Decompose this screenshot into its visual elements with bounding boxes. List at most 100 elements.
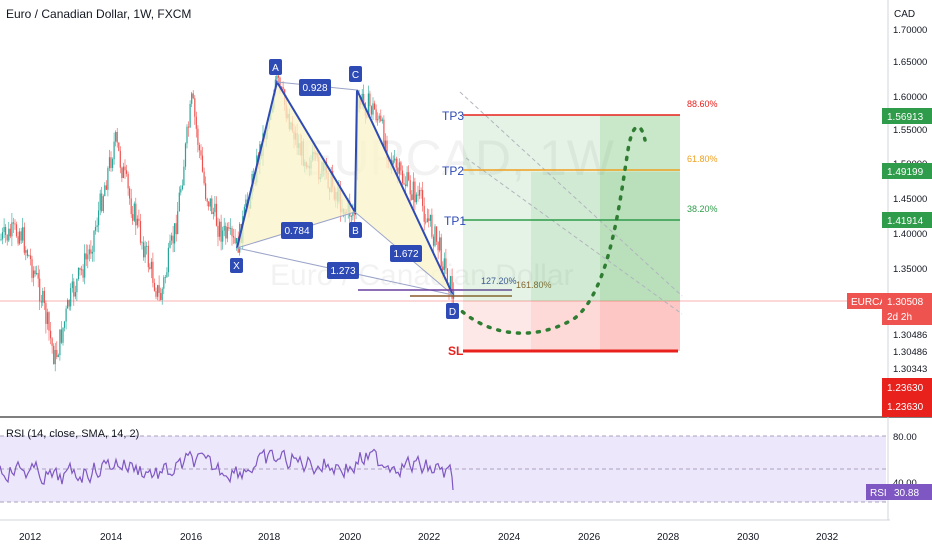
rsi-legend[interactable]: RSI (14, close, SMA, 14, 2) [6, 428, 140, 440]
candle-body [43, 290, 45, 304]
candle-body [8, 228, 10, 241]
candle-body [132, 214, 134, 221]
candle-body [12, 222, 14, 224]
candle-body [177, 211, 179, 235]
candle-body [372, 103, 374, 115]
time-axis[interactable]: 2012 2014 2016 2018 2020 2022 2024 2026 … [19, 532, 839, 543]
watermark-symbol: EURCAD, 1W [300, 130, 615, 186]
badge-tp2-text: 1.49199 [887, 167, 924, 178]
time-tick: 2028 [657, 532, 680, 543]
candle-body [46, 312, 49, 324]
candle-body [370, 106, 373, 115]
candle-body [53, 345, 55, 365]
candle-body [167, 247, 169, 273]
candle-body [367, 93, 369, 118]
rsi-value-badge[interactable]: RSI 30.88 [866, 484, 932, 500]
point-b-marker[interactable]: B [349, 222, 362, 238]
candle-body [118, 142, 120, 151]
ratio-xb-badge[interactable]: 0.784 [281, 222, 313, 239]
ratio-bd-badge[interactable]: 1.672 [390, 245, 422, 262]
fib-127-label: 127.20% [481, 276, 517, 286]
candle-body [403, 183, 405, 185]
ratio-xb-label: 0.784 [284, 226, 309, 237]
loss-zone-right [600, 301, 680, 351]
ratio-ab-badge[interactable]: 0.928 [299, 79, 331, 96]
point-x-marker[interactable]: X [230, 258, 243, 273]
projection-line-upper [459, 91, 683, 297]
candle-body [79, 267, 81, 270]
chart-title[interactable]: Euro / Canadian Dollar, 1W, FXCM [6, 7, 192, 21]
point-a-marker[interactable]: A [269, 59, 282, 75]
candle-body [169, 240, 171, 248]
candle-body [17, 236, 19, 244]
candle-body [54, 350, 56, 365]
candle-body [96, 225, 98, 227]
ratio-xd-label: 1.273 [330, 266, 355, 277]
candle-body [446, 268, 448, 285]
candle-body [139, 221, 142, 243]
candle-body [91, 252, 93, 254]
candle-body [6, 234, 8, 241]
candle-body [161, 288, 163, 300]
candle-body [236, 238, 238, 244]
candle-body [198, 145, 200, 151]
candle-body [415, 194, 417, 203]
candle-body [15, 224, 18, 237]
candle-body [39, 278, 41, 302]
candle-body [453, 291, 455, 299]
loss-zone[interactable] [463, 301, 680, 351]
candle-body [222, 230, 224, 242]
point-a-label: A [272, 63, 279, 74]
candle-body [143, 242, 145, 258]
candle-body [150, 261, 152, 269]
candle-body [445, 258, 447, 269]
rsi-line[interactable] [0, 448, 454, 491]
point-d-marker[interactable]: D [446, 303, 459, 319]
candle-body [34, 270, 36, 274]
candle-body [76, 279, 78, 293]
candle-body [166, 272, 168, 278]
point-c-marker[interactable]: C [349, 66, 362, 82]
price-tick: 1.30343 [893, 364, 927, 375]
candle-body [181, 185, 183, 190]
candle-body [77, 267, 80, 279]
tp3-label: TP3 [442, 109, 464, 123]
badge-tp2-price[interactable]: 1.49199 [882, 163, 932, 179]
candle-body [414, 181, 416, 203]
candle-body [160, 293, 162, 300]
badge-tp3-text: 1.56913 [887, 112, 924, 123]
tp3-pct: 88.60% [687, 99, 718, 109]
candle-body [29, 255, 32, 260]
candle-body [232, 236, 235, 238]
candle-body [152, 261, 154, 283]
badge-last-price[interactable]: EURCAD 1.30508 2d 2h [847, 293, 932, 325]
candle-body [178, 192, 180, 212]
candle-body [5, 227, 7, 235]
candle-body [70, 288, 72, 307]
candle-body [409, 180, 411, 195]
candle-body [99, 193, 101, 211]
tp2-pct: 61.80% [687, 154, 718, 164]
badge-tp3-price[interactable]: 1.56913 [882, 108, 932, 124]
badge-tp1-price[interactable]: 1.41914 [882, 212, 932, 228]
candle-body [104, 185, 106, 197]
badge-sl-price[interactable]: 1.23630 1.23630 [882, 378, 932, 417]
ratio-xd-badge[interactable]: 1.273 [327, 262, 359, 279]
point-d-label: D [449, 307, 456, 318]
candle-body [71, 281, 73, 288]
candle-body [56, 350, 58, 357]
candle-body [87, 254, 89, 260]
profit-zone[interactable] [463, 115, 680, 301]
price-tick: 1.45000 [893, 194, 927, 205]
candle-body [31, 259, 33, 278]
candle-body [37, 273, 39, 279]
candle-body [81, 269, 83, 271]
candle-body [119, 150, 121, 168]
candle-body [90, 249, 92, 254]
candle-body [141, 242, 143, 244]
candle-body [112, 159, 114, 168]
candle-body [282, 87, 284, 90]
candle-body [449, 276, 452, 293]
